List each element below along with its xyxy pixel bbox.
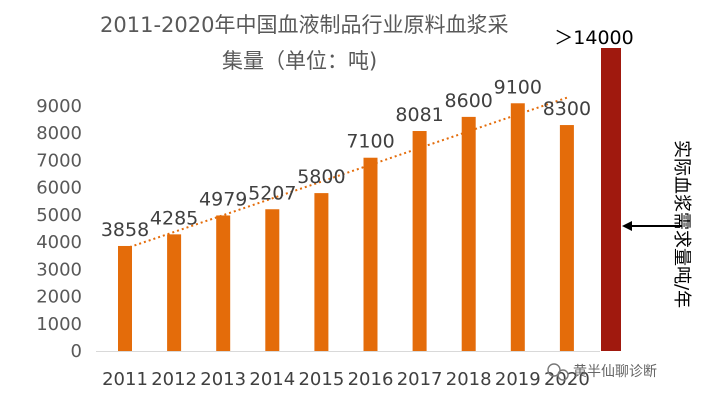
bar-2018 <box>461 116 476 351</box>
bars-group <box>118 103 574 352</box>
y-tick-label: 5000 <box>36 205 82 226</box>
x-tick-label: 2012 <box>151 369 197 390</box>
watermark: 黄半仙聊诊断 <box>547 363 657 381</box>
y-tick-label: 7000 <box>36 150 82 171</box>
x-tick-label: 2016 <box>348 369 394 390</box>
y-tick-label: 1000 <box>36 314 82 335</box>
data-label-2014: 5207 <box>248 182 296 204</box>
y-axis-ticks: 0 1000 2000 3000 4000 5000 6000 7000 8000 9000 <box>36 96 82 362</box>
y-tick-label: 2000 <box>36 287 82 308</box>
bar-2017 <box>412 131 427 351</box>
y-tick-label: 8000 <box>36 123 82 144</box>
demand-bar <box>601 48 621 351</box>
data-label-2020: 8300 <box>543 98 591 120</box>
y-tick-label: 3000 <box>36 259 82 280</box>
data-label-2012: 4285 <box>150 207 198 229</box>
x-tick-label: 2018 <box>446 369 492 390</box>
x-tick-label: 2014 <box>249 369 295 390</box>
wechat-icon <box>547 363 569 381</box>
bar-2012 <box>167 234 182 351</box>
data-label-2018: 8600 <box>445 90 493 112</box>
data-label-2016: 7100 <box>346 131 394 153</box>
y-tick-label: 0 <box>71 341 82 362</box>
demand-bar-label: ＞14000 <box>554 27 633 49</box>
watermark-text: 黄半仙聊诊断 <box>573 363 657 380</box>
bar-2019 <box>510 103 525 352</box>
x-tick-label: 2017 <box>397 369 443 390</box>
data-label-2013: 4979 <box>199 188 247 210</box>
x-tick-label: 2020 <box>544 369 590 390</box>
x-tick-label: 2011 <box>102 369 148 390</box>
chart-title-line-2: 集量（单位：吨) <box>222 49 378 73</box>
x-tick-label: 2019 <box>495 369 541 390</box>
arrow-icon <box>622 221 682 231</box>
data-label-2011: 3858 <box>101 219 149 241</box>
y-tick-label: 9000 <box>36 96 82 117</box>
bar-2014 <box>265 209 280 351</box>
demand-annotation: 实际血浆需求量吨/年 <box>671 140 692 308</box>
y-tick-label: 6000 <box>36 178 82 199</box>
bar-2011 <box>118 245 132 351</box>
x-tick-label: 2015 <box>298 369 344 390</box>
bar-2020 <box>559 125 574 351</box>
y-tick-label: 4000 <box>36 232 82 253</box>
data-label-2019: 9100 <box>494 76 542 98</box>
x-tick-label: 2013 <box>200 369 246 390</box>
data-label-2015: 5800 <box>297 166 345 188</box>
bar-2016 <box>363 157 378 351</box>
chart-title-line-1: 2011-2020年中国血液制品行业原料血浆采 <box>100 13 509 37</box>
x-axis-ticks: 2011 2012 2013 2014 2015 2016 2017 2018 2019 2020 <box>102 369 590 390</box>
bar-2015 <box>314 193 329 351</box>
bar-2013 <box>216 215 231 351</box>
data-label-2017: 8081 <box>395 104 443 126</box>
